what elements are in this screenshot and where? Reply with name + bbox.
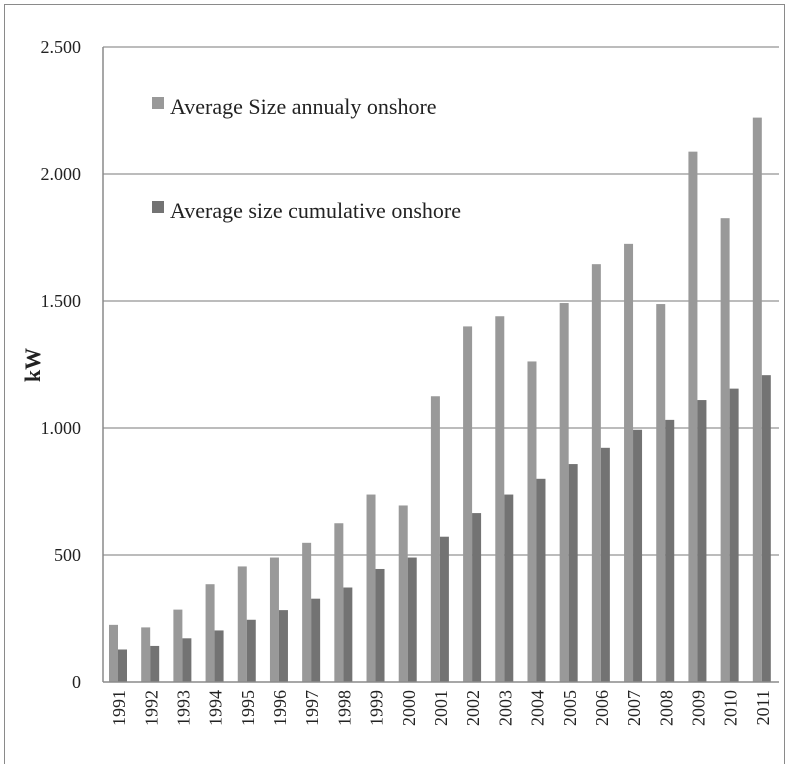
chart-frame	[4, 4, 785, 764]
legend-label-cumulative: Average size cumulative onshore	[170, 198, 461, 223]
x-tick-label: 1993	[173, 690, 193, 726]
y-tick-label: 1.500	[41, 291, 82, 311]
bar-annual	[141, 627, 151, 682]
legend-label-annual: Average Size annualy onshore	[170, 94, 437, 119]
x-tick-label: 2011	[753, 690, 773, 725]
bars	[109, 117, 771, 683]
bar-cumulative	[311, 598, 321, 682]
x-tick-label: 2004	[528, 690, 548, 726]
bar-annual	[527, 361, 537, 682]
y-tick-label: 2.000	[41, 164, 82, 184]
bar-cumulative	[182, 638, 192, 682]
bar-cumulative	[246, 619, 256, 682]
bar-annual	[752, 117, 762, 682]
x-tick-label: 2008	[656, 690, 676, 726]
bar-annual	[205, 584, 215, 682]
gridlines	[103, 46, 779, 556]
bar-cumulative	[214, 630, 224, 682]
bar-cumulative	[633, 429, 643, 682]
x-tick-label: 1999	[367, 690, 387, 726]
x-tick-labels: 1991 1992 1993 1994 1995 1996 1997 1998 1999 2000…	[109, 690, 773, 726]
bar-annual	[688, 151, 698, 682]
bar-cumulative	[343, 587, 353, 682]
bar-cumulative	[729, 388, 739, 682]
bar-annual	[109, 624, 118, 682]
y-tick-label: 2.500	[41, 37, 82, 57]
y-tick-labels: 0 500 1.000 1.500 2.000 2.500	[41, 37, 82, 692]
bar-cumulative	[504, 494, 514, 682]
x-tick-label: 1992	[141, 690, 161, 726]
x-tick-label: 2006	[592, 690, 612, 726]
bar-annual	[463, 326, 473, 682]
bar-cumulative	[697, 400, 707, 682]
bar-annual	[366, 494, 376, 682]
bar-annual	[334, 523, 344, 682]
bar-annual	[720, 218, 730, 683]
x-tick-label: 2010	[721, 690, 741, 726]
bar-cumulative	[600, 447, 610, 682]
bar-cumulative	[439, 536, 449, 682]
bar-cumulative	[536, 478, 546, 682]
x-tick-label: 1995	[238, 690, 258, 726]
bar-cumulative	[568, 464, 578, 682]
bar-annual	[591, 264, 601, 682]
bar-cumulative	[665, 419, 675, 682]
bar-annual	[302, 542, 312, 682]
x-tick-label: 2005	[560, 690, 580, 726]
y-tick-label: 1.000	[41, 418, 82, 438]
x-tick-label: 2002	[463, 690, 483, 726]
x-tick-label: 1994	[206, 690, 226, 726]
legend-swatch-cumulative	[152, 201, 164, 213]
bar-cumulative	[150, 645, 160, 682]
x-tick-label: 2003	[495, 690, 515, 726]
x-tick-label: 2007	[624, 690, 644, 726]
bar-cumulative	[407, 557, 417, 682]
x-tick-label: 1998	[334, 690, 354, 726]
bar-annual	[656, 304, 666, 682]
legend-swatch-annual	[152, 97, 164, 109]
bar-cumulative	[375, 568, 385, 682]
y-axis-label: kW	[20, 348, 45, 382]
x-tick-label: 2000	[399, 690, 419, 726]
x-tick-label: 1991	[109, 690, 129, 726]
bar-annual	[173, 609, 183, 682]
x-tick-label: 1997	[302, 690, 322, 726]
x-tick-label: 2001	[431, 690, 451, 726]
bar-cumulative	[472, 513, 482, 682]
bar-annual	[559, 303, 569, 682]
bar-annual	[624, 243, 634, 682]
x-tick-label: 1996	[270, 690, 290, 726]
bar-annual	[495, 316, 505, 682]
bar-cumulative	[278, 610, 288, 682]
legend: Average Size annualy onshore Average siz…	[152, 94, 461, 223]
bar-cumulative	[761, 375, 771, 682]
bar-cumulative	[118, 649, 127, 682]
x-tick-label: 2009	[689, 690, 709, 726]
y-tick-label: 0	[72, 672, 81, 692]
bar-annual	[237, 566, 247, 682]
bar-annual	[269, 557, 279, 682]
bar-annual	[430, 396, 440, 682]
bar-annual	[398, 505, 408, 682]
y-tick-label: 500	[54, 545, 81, 565]
